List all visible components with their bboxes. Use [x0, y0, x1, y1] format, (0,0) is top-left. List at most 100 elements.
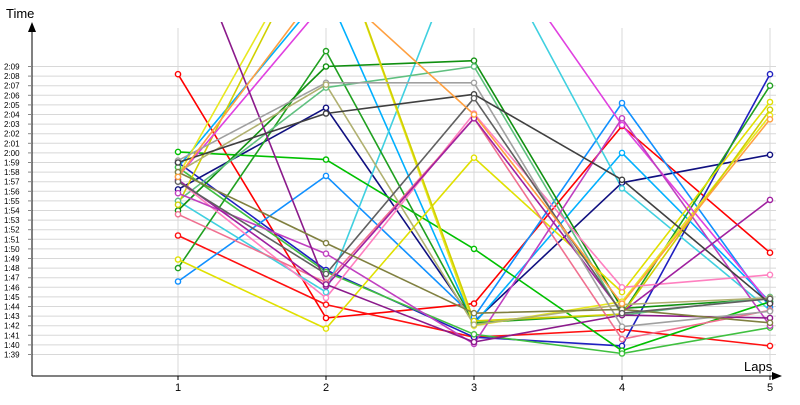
data-point [766, 116, 774, 123]
data-point [322, 172, 330, 180]
data-point [470, 300, 478, 307]
y-axis-title: Time [6, 6, 34, 21]
y-tick-label: 1:47 [4, 274, 20, 283]
data-point [322, 294, 330, 302]
data-point [322, 301, 330, 308]
data-point [322, 325, 330, 332]
data-point [470, 330, 478, 338]
y-tick-label: 1:49 [4, 255, 20, 264]
data-point [470, 111, 478, 118]
markers [174, 47, 774, 357]
y-tick-label: 2:09 [4, 63, 20, 72]
y-tick-label: 1:41 [4, 331, 20, 340]
x-tick-label: 2 [323, 382, 329, 394]
y-tick-label: 1:52 [4, 226, 20, 235]
data-point [618, 323, 626, 331]
data-point [618, 121, 626, 129]
y-tick-label: 1:59 [4, 159, 20, 168]
y-tick-label: 2:01 [4, 139, 20, 148]
data-point [618, 350, 626, 357]
y-axis-arrow [28, 22, 36, 32]
data-point [766, 271, 774, 279]
data-point [618, 309, 626, 317]
x-axis-title: Laps [744, 359, 773, 374]
data-point [174, 232, 182, 239]
y-tick-label: 2:07 [4, 82, 20, 91]
data-point [766, 98, 774, 106]
data-point [470, 79, 478, 87]
x-axis-arrow [772, 372, 782, 380]
data-point [322, 81, 330, 88]
data-point [766, 342, 774, 350]
data-point [322, 314, 330, 322]
grid [32, 28, 776, 376]
data-point [618, 176, 626, 184]
x-tick-label: 4 [619, 382, 625, 394]
data-point [174, 210, 182, 218]
data-point [766, 82, 774, 89]
y-tick-label: 1:39 [4, 351, 20, 360]
data-point [174, 173, 182, 181]
x-tick-label: 5 [767, 382, 773, 394]
y-tick-label: 1:40 [4, 341, 20, 350]
data-point [766, 249, 774, 256]
data-point [766, 307, 774, 315]
data-point [470, 338, 478, 346]
y-tick-label: 1:56 [4, 187, 20, 196]
y-tick-label: 1:48 [4, 264, 20, 273]
data-point [174, 278, 182, 285]
data-point [174, 189, 182, 197]
y-tick-label: 2:03 [4, 120, 20, 129]
data-point [766, 319, 774, 327]
y-tick-label: 2:06 [4, 91, 20, 100]
y-tick-label: 1:55 [4, 197, 20, 206]
data-point [766, 70, 774, 78]
data-point [470, 245, 478, 253]
data-point [322, 250, 330, 257]
data-point [322, 156, 330, 163]
data-point [322, 63, 330, 70]
data-point [618, 99, 626, 107]
data-point [766, 151, 774, 159]
y-tick-label: 2:00 [4, 149, 20, 158]
data-point [470, 321, 478, 329]
y-tick-label: 2:05 [4, 101, 20, 110]
y-tick-label: 1:43 [4, 312, 20, 321]
data-point [322, 288, 330, 296]
y-tick-label: 1:46 [4, 283, 20, 292]
data-point [322, 239, 330, 247]
data-point [766, 106, 774, 113]
data-point [618, 185, 626, 192]
data-point [766, 295, 774, 303]
data-point [470, 154, 478, 161]
data-point [618, 149, 626, 157]
data-point [322, 110, 330, 117]
data-point [470, 63, 478, 70]
x-tick-label: 1 [175, 382, 181, 394]
data-point [174, 159, 182, 166]
data-point [618, 300, 626, 307]
data-point [618, 283, 626, 291]
data-point [470, 309, 478, 317]
series-line [177, 22, 771, 305]
data-point [618, 115, 626, 122]
data-point [174, 264, 182, 272]
y-tick-label: 1:45 [4, 293, 20, 302]
data-point [174, 148, 182, 156]
y-tick-label: 1:58 [4, 168, 20, 177]
data-point [766, 196, 774, 204]
data-point [174, 70, 182, 78]
y-tick-label: 1:50 [4, 245, 20, 254]
x-tick-label: 3 [471, 382, 477, 394]
y-tick-label: 1:54 [4, 207, 20, 216]
data-point [618, 335, 626, 343]
y-tick-label: 1:51 [4, 235, 20, 244]
data-point [174, 201, 182, 208]
y-tick-label: 2:08 [4, 72, 20, 81]
data-point [470, 57, 478, 65]
y-tick-label: 1:44 [4, 303, 20, 312]
data-point [322, 47, 330, 55]
data-point [322, 104, 330, 112]
